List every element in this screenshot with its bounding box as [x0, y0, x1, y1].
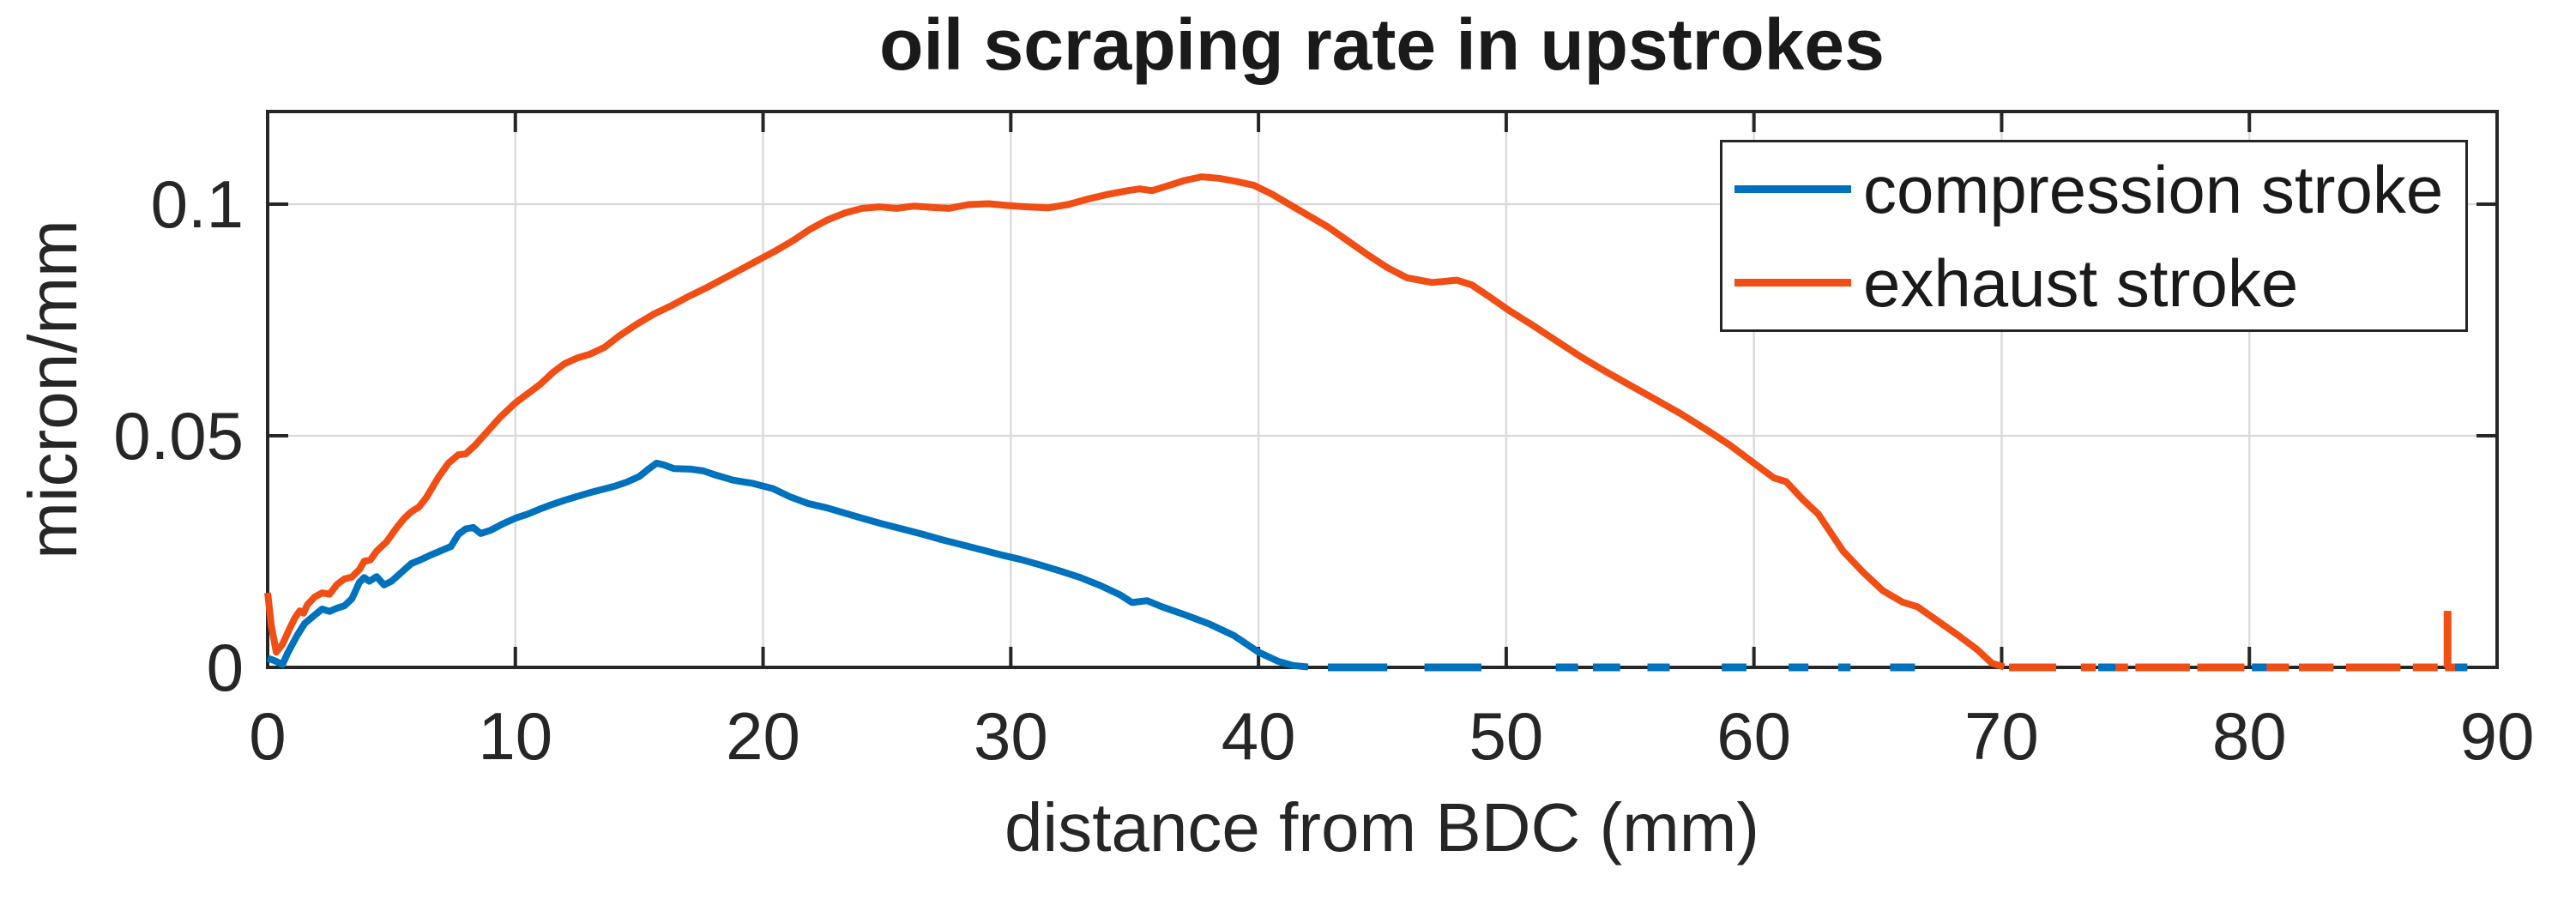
y-axis-label: micron/mm: [15, 220, 91, 559]
x-tick-label-70: 70: [1964, 698, 2039, 774]
x-tick-label-60: 60: [1716, 698, 1792, 774]
legend-item-exhaust: exhaust stroke: [1722, 250, 2465, 317]
series-exhaust-stroke: [264, 173, 2006, 671]
legend-label-exhaust: exhaust stroke: [1863, 244, 2299, 321]
x-tick-label-80: 80: [2211, 698, 2287, 774]
x-tick-label-30: 30: [973, 698, 1048, 774]
x-axis-label: distance from BDC (mm): [1004, 789, 1760, 866]
chart-title: oil scraping rate in upstrokes: [879, 4, 1885, 85]
y-tick-label-0: 0: [206, 630, 244, 705]
legend-label-compression: compression stroke: [1863, 151, 2444, 227]
x-tick-label-20: 20: [726, 698, 800, 774]
x-tick-label-0: 0: [249, 698, 287, 774]
legend: compression stroke exhaust stroke: [1720, 140, 2468, 332]
legend-line-sample-exhaust: [1734, 279, 1851, 287]
y-tick-label-0.1: 0.1: [150, 166, 244, 242]
x-tick-label-90: 90: [2459, 698, 2535, 774]
legend-line-sample-compression: [1734, 185, 1851, 193]
y-tick-label-0.05: 0.05: [113, 398, 244, 474]
x-tick-label-40: 40: [1221, 698, 1296, 774]
legend-item-compression: compression stroke: [1722, 156, 2465, 223]
x-tick-label-10: 10: [478, 698, 553, 774]
x-tick-label-50: 50: [1469, 698, 1544, 774]
series-compression-stroke: [266, 459, 1309, 671]
